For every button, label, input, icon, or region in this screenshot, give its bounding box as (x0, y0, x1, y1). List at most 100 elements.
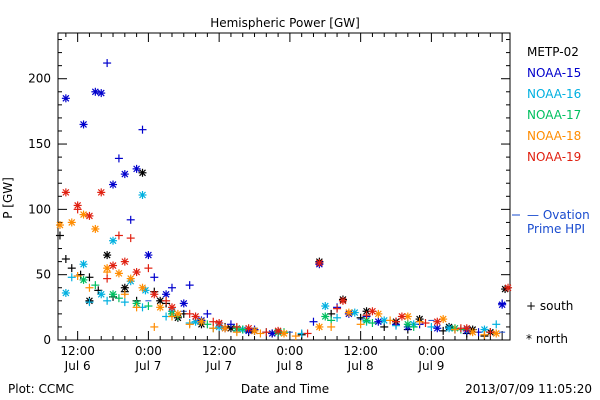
south-point (150, 273, 159, 282)
south-point (291, 332, 300, 341)
south-point (203, 309, 212, 318)
south-point (144, 302, 153, 311)
star-d2 (268, 330, 276, 337)
plot-border (57, 32, 511, 341)
north-point (61, 188, 70, 197)
y-tick-label: 200 (28, 72, 51, 86)
star-d2 (345, 309, 353, 316)
south-point (480, 330, 489, 339)
north-point (433, 317, 442, 326)
legend-entry: NOAA-16 (527, 87, 581, 101)
north-point (374, 317, 383, 326)
legend-entry: METP-02 (527, 45, 579, 59)
star-d2 (80, 211, 87, 219)
north-point (462, 324, 471, 333)
north-point (221, 324, 230, 333)
star-d2 (56, 221, 64, 229)
north-point (103, 264, 112, 273)
star-d2 (374, 310, 382, 318)
star-d2 (274, 327, 282, 335)
star-d2 (315, 323, 323, 331)
plot-timestamp: 2013/07/09 11:05:20 (465, 382, 592, 396)
star-d2 (80, 121, 87, 128)
x-tick-date-label: Jul 9 (417, 359, 444, 373)
star-d2 (109, 181, 117, 188)
north-point (315, 322, 324, 331)
star-d2 (62, 289, 70, 297)
south-point (162, 296, 171, 305)
legend-entry: NOAA-18 (527, 129, 581, 143)
north-point (344, 308, 353, 317)
star-d2 (115, 269, 123, 277)
south-point (232, 322, 241, 331)
star-d2 (174, 310, 182, 318)
north-point (120, 283, 129, 292)
star-d2 (86, 212, 93, 220)
north-point (368, 307, 377, 316)
south-point (55, 231, 64, 240)
star-d2 (121, 258, 129, 266)
south-point (226, 320, 235, 329)
south-point (362, 311, 371, 320)
south-point (144, 264, 153, 273)
north-point (445, 324, 454, 333)
north-point (138, 168, 147, 177)
star-d2 (97, 188, 105, 196)
north-point (97, 89, 106, 98)
star-d2 (481, 326, 488, 333)
north-point (79, 210, 88, 219)
star-d2 (463, 324, 471, 332)
star-d2 (80, 260, 87, 268)
north-point (156, 303, 165, 312)
star-d2 (121, 284, 129, 292)
plot-source: Plot: CCMC (8, 382, 74, 396)
north-point (55, 221, 64, 230)
south-point (103, 296, 112, 305)
star-d2 (139, 169, 146, 177)
north-marker-label: * north (526, 332, 568, 346)
legend-entry: NOAA-17 (527, 108, 581, 122)
ovation-label-line1: — Ovation (527, 208, 590, 222)
north-point (91, 224, 100, 233)
y-tick-label: 0 (43, 333, 51, 347)
ovation-label-line2: Prime HPI (527, 222, 585, 236)
north-point (144, 251, 153, 260)
south-point (132, 303, 141, 312)
south-point (85, 283, 94, 292)
north-point (109, 290, 118, 299)
north-point (173, 309, 182, 318)
star-d2 (469, 328, 477, 336)
south-point (114, 154, 123, 163)
south-point (356, 320, 365, 329)
south-point (138, 125, 147, 134)
star-d2 (192, 318, 199, 326)
south-point (67, 273, 76, 282)
data-points (55, 59, 513, 341)
y-axis-ticks: 0 50 100 150 200 (28, 39, 510, 347)
star-d2 (97, 290, 105, 298)
star-d2 (404, 313, 412, 320)
star-d2 (162, 290, 170, 298)
star-d2 (80, 276, 87, 284)
north-point (109, 180, 118, 189)
star-d2 (109, 290, 117, 298)
south-point (327, 322, 336, 331)
north-point (274, 326, 283, 335)
north-point (138, 190, 147, 199)
star-d2 (139, 284, 146, 292)
south-point (85, 298, 94, 307)
north-point (109, 236, 118, 245)
star-d2 (221, 324, 229, 332)
south-marker-label: + south (526, 299, 573, 313)
x-tick-date-label: Jul 7 (134, 359, 161, 373)
north-point (114, 269, 123, 278)
south-point (114, 231, 123, 240)
north-point (126, 274, 135, 283)
north-point (61, 288, 70, 297)
south-point (73, 271, 82, 280)
star-d2 (498, 301, 506, 309)
star-d2 (363, 316, 370, 324)
star-d2 (180, 299, 188, 307)
star-d2 (439, 315, 447, 323)
star-d2 (62, 94, 70, 102)
